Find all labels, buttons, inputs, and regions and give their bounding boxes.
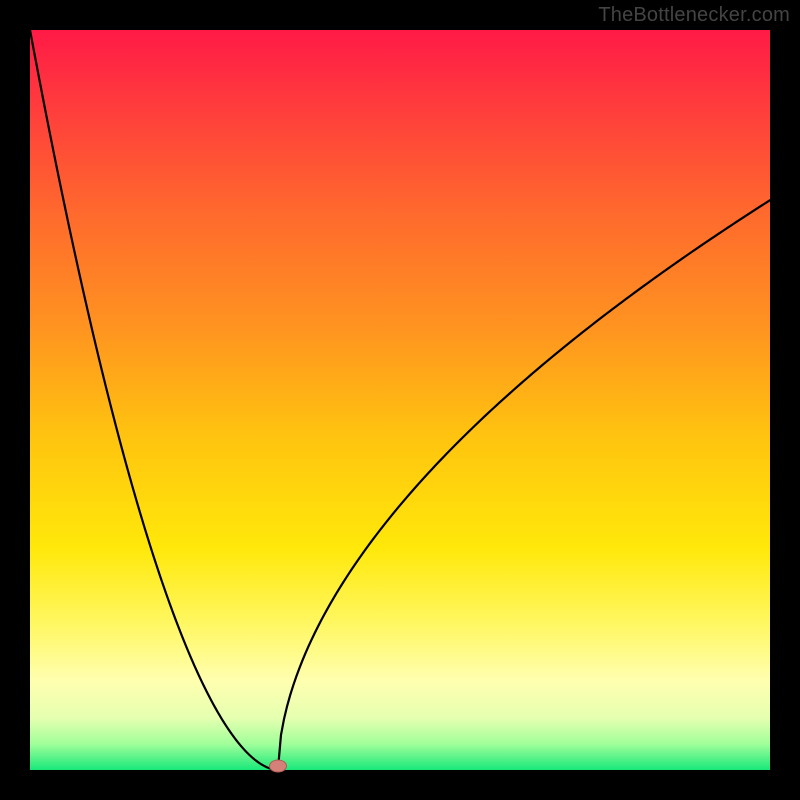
- watermark-label: TheBottlenecker.com: [598, 4, 790, 27]
- chart-root: TheBottlenecker.com: [0, 0, 800, 800]
- sweet-spot-marker: [269, 759, 287, 772]
- bottleneck-curve: [30, 30, 770, 770]
- curve-layer: [0, 0, 800, 800]
